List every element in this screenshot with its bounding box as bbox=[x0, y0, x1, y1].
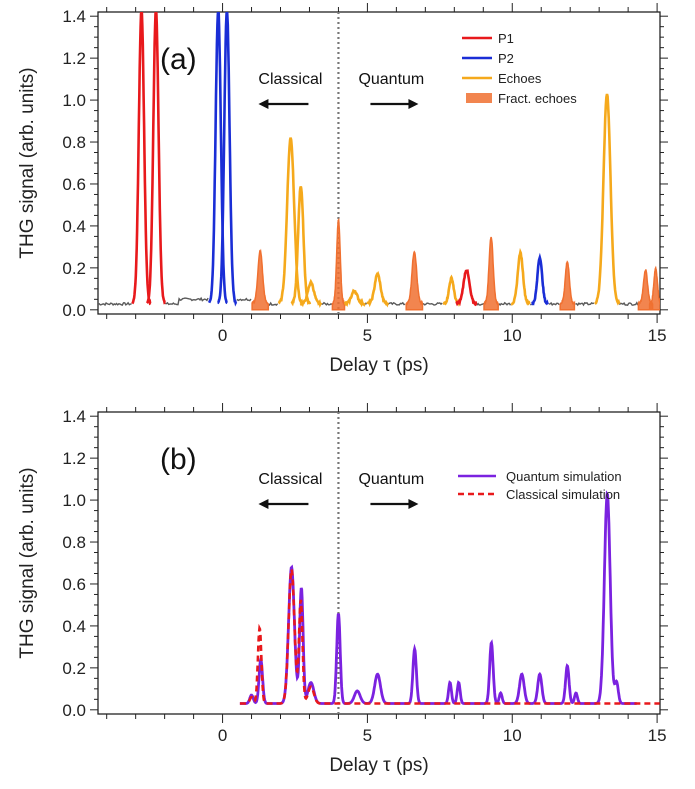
plot-area bbox=[239, 490, 660, 705]
p2-peak bbox=[530, 252, 549, 306]
legend-swatch-fract-echoes bbox=[466, 93, 492, 103]
x-tick-label: 10 bbox=[503, 726, 522, 745]
fract-echo-peak bbox=[251, 248, 270, 311]
y-tick-label: 1.2 bbox=[62, 49, 86, 68]
echo-peak bbox=[366, 270, 389, 308]
arrow-left-head bbox=[258, 99, 269, 109]
x-tick-label: 5 bbox=[363, 326, 372, 345]
echo-peak bbox=[594, 93, 621, 306]
background-trace bbox=[165, 296, 209, 306]
y-tick-label: 1.0 bbox=[62, 491, 86, 510]
echo-peak bbox=[344, 288, 366, 308]
echo-peak bbox=[277, 137, 304, 305]
y-tick-label: 0.0 bbox=[62, 701, 86, 720]
fract-echo-peak bbox=[648, 265, 660, 311]
p2-peak bbox=[207, 12, 228, 305]
p1-peak bbox=[131, 12, 152, 306]
y-tick-label: 0.2 bbox=[62, 259, 86, 278]
y-tick-label: 1.2 bbox=[62, 449, 86, 468]
y-tick-label: 0.8 bbox=[62, 133, 86, 152]
fract-echo-peak bbox=[405, 250, 424, 311]
y-tick-label: 0.4 bbox=[62, 217, 86, 236]
background-trace bbox=[422, 302, 443, 306]
legend-label: Quantum simulation bbox=[506, 469, 622, 484]
y-tick-label: 0.0 bbox=[62, 301, 86, 320]
x-tick-label: 15 bbox=[648, 326, 667, 345]
y-tick-label: 0.8 bbox=[62, 533, 86, 552]
y-tick-label: 0.6 bbox=[62, 575, 86, 594]
arrow-right-head bbox=[408, 99, 419, 109]
x-tick-label: 5 bbox=[363, 726, 372, 745]
x-tick-label: 0 bbox=[218, 326, 227, 345]
panel-label: (b) bbox=[160, 443, 197, 476]
y-tick-label: 0.4 bbox=[62, 617, 86, 636]
y-tick-label: 0.6 bbox=[62, 175, 86, 194]
panel-a: 0 5 10 15 0.0 0.2 0.4 0.6 0.8 1.0 1.2 1.4 Delay τ (p… bbox=[17, 3, 668, 376]
y-tick-label: 1.4 bbox=[62, 7, 86, 26]
background-trace bbox=[321, 301, 333, 306]
background-trace bbox=[529, 303, 532, 306]
y-tick-label: 0.2 bbox=[62, 659, 86, 678]
legend-label: Classical simulation bbox=[506, 487, 620, 502]
y-tick-label: 1.4 bbox=[62, 407, 86, 426]
y-axis-title: THG signal (arb. units) bbox=[17, 467, 38, 658]
background-trace bbox=[98, 301, 132, 307]
arrow-left-head bbox=[258, 499, 269, 509]
background-trace bbox=[476, 302, 485, 306]
annotation-classical: Classical bbox=[258, 71, 322, 88]
y-axis-title: THG signal (arb. units) bbox=[17, 67, 38, 258]
x-axis-title: Delay τ (ps) bbox=[329, 355, 428, 376]
background-trace bbox=[267, 301, 279, 307]
background-trace bbox=[575, 301, 595, 307]
classical-simulation-line bbox=[239, 566, 660, 705]
echo-peak bbox=[510, 247, 531, 306]
annotation-classical: Classical bbox=[258, 471, 322, 488]
panel-label: (a) bbox=[160, 43, 197, 76]
background-trace bbox=[387, 301, 406, 306]
fract-echo-peak bbox=[559, 260, 576, 311]
background-trace bbox=[548, 301, 560, 306]
legend-label: Echoes bbox=[498, 71, 542, 86]
legend: Quantum simulation Classical simulation bbox=[458, 469, 622, 502]
legend-label: P2 bbox=[498, 51, 514, 66]
x-axis-title: Delay τ (ps) bbox=[329, 755, 428, 776]
y-tick-label: 1.0 bbox=[62, 91, 86, 110]
background-trace bbox=[498, 301, 512, 307]
legend-label: P1 bbox=[498, 31, 514, 46]
arrow-right-head bbox=[408, 499, 419, 509]
plot-area bbox=[98, 12, 660, 311]
p1-peak bbox=[455, 269, 478, 307]
x-tick-label: 0 bbox=[218, 726, 227, 745]
p2-peak bbox=[217, 12, 238, 307]
fract-echo-peak bbox=[331, 217, 346, 311]
annotation-quantum: Quantum bbox=[358, 71, 424, 88]
x-tick-label: 10 bbox=[503, 326, 522, 345]
p1-peak bbox=[145, 12, 166, 305]
echo-peak bbox=[299, 278, 323, 308]
panel-b: 0 5 10 15 0.0 0.2 0.4 0.6 0.8 1.0 1.2 1.4 Delay τ (p… bbox=[17, 403, 668, 776]
x-tick-label: 15 bbox=[648, 726, 667, 745]
quantum-simulation-line bbox=[239, 490, 637, 705]
fract-echo-peak bbox=[483, 236, 499, 311]
background-trace bbox=[236, 297, 252, 302]
annotation-quantum: Quantum bbox=[358, 471, 424, 488]
legend-label: Fract. echoes bbox=[498, 91, 577, 106]
legend: P1 P2 Echoes Fract. echoes bbox=[462, 31, 577, 106]
background-trace bbox=[618, 301, 639, 307]
